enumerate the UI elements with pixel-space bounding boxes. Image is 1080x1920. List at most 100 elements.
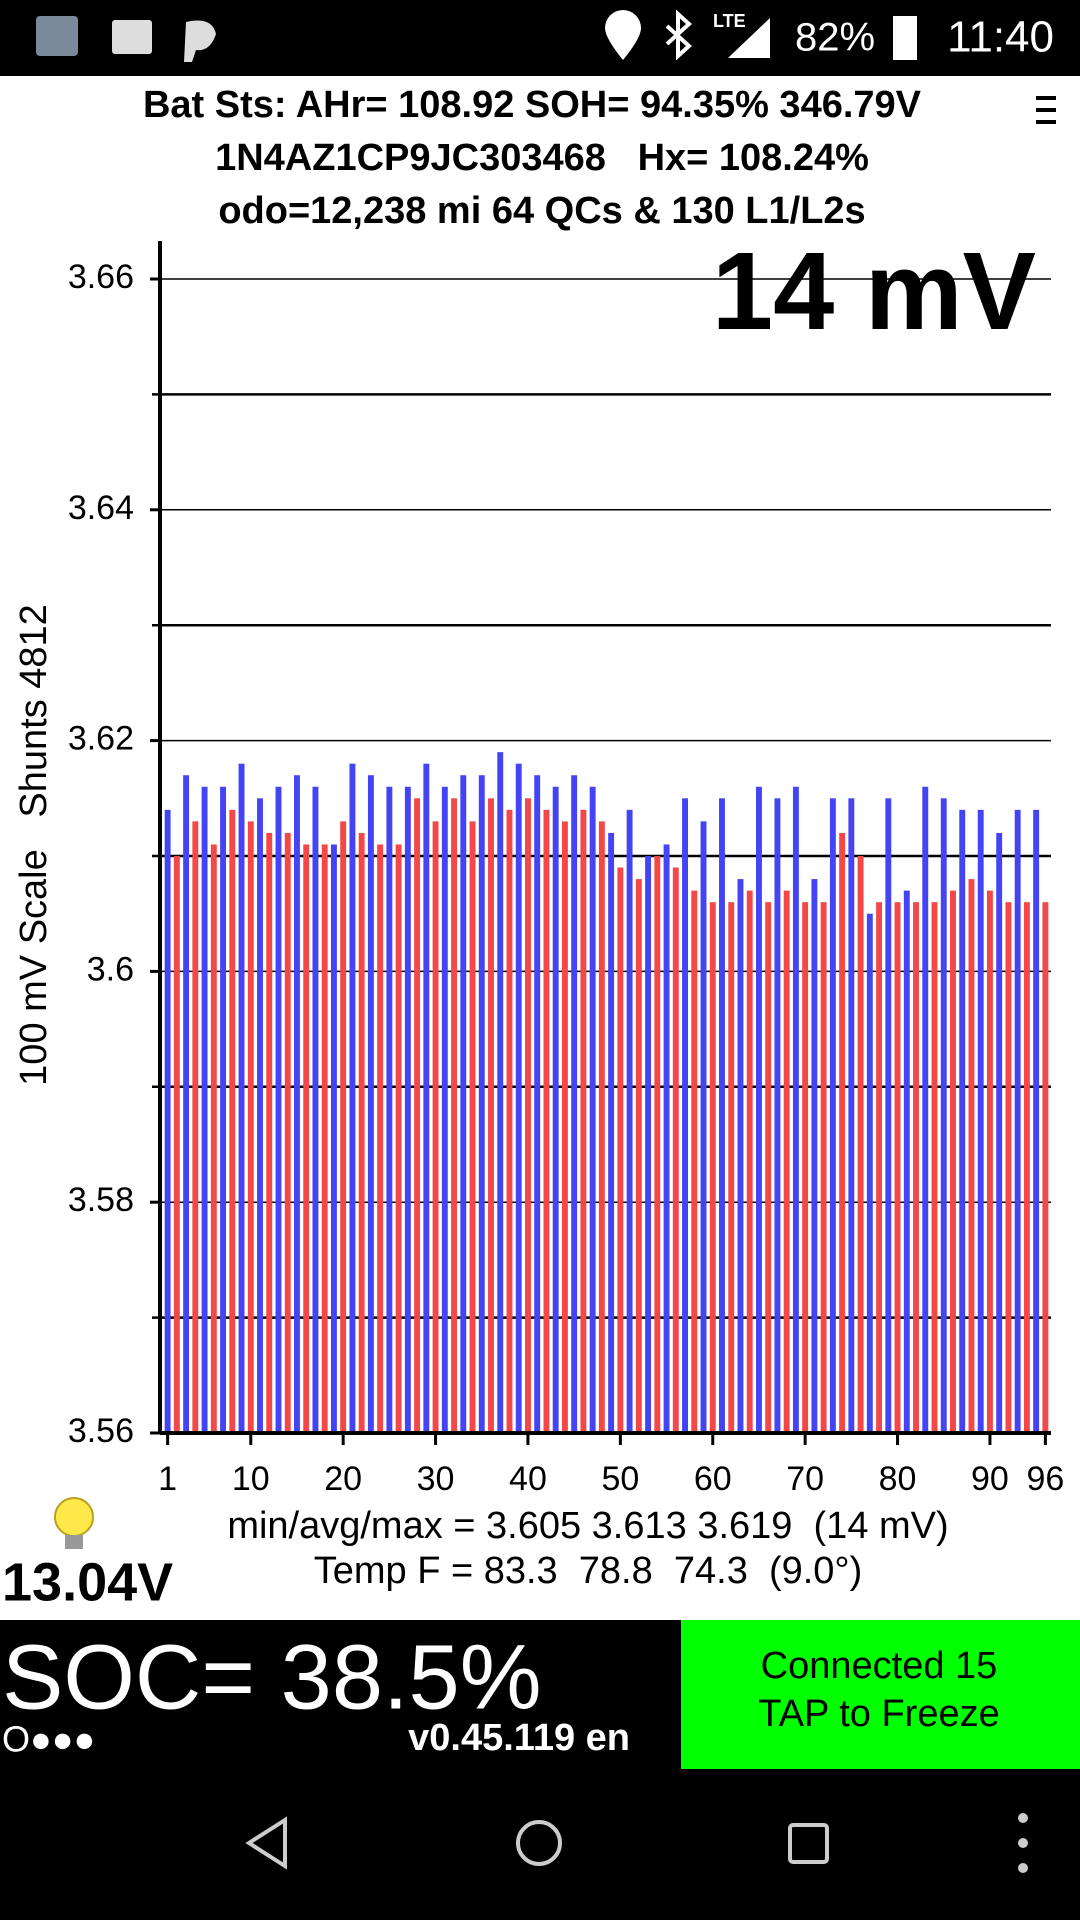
bar <box>1005 902 1012 1433</box>
bar <box>811 879 818 1433</box>
bar <box>441 786 448 1433</box>
bar <box>765 902 772 1433</box>
freeze-button[interactable]: Connected 15 TAP to Freeze <box>681 1620 1080 1769</box>
notification-icon <box>184 20 216 62</box>
bar <box>552 786 559 1433</box>
nav-back[interactable] <box>245 1816 287 1870</box>
button-text[interactable]: TAP to Freeze <box>758 1693 999 1735</box>
menu-bar[interactable] <box>1036 96 1056 100</box>
bar <box>183 775 190 1433</box>
bar <box>986 890 993 1433</box>
spread-annotation: 14 mV <box>712 230 1036 353</box>
nav-home[interactable] <box>516 1820 562 1866</box>
bar <box>303 844 310 1433</box>
x-tick-label: 90 <box>971 1460 1009 1498</box>
y-tick-label: 3.64 <box>68 489 134 527</box>
bar <box>220 786 227 1433</box>
bar <box>367 775 374 1433</box>
dot[interactable] <box>1018 1863 1028 1873</box>
clock: 11:40 <box>947 13 1054 62</box>
bar <box>173 856 180 1433</box>
bar <box>608 832 615 1433</box>
bar <box>377 844 384 1433</box>
bar <box>469 821 476 1433</box>
y-tick-label: 3.66 <box>68 258 134 296</box>
bar <box>746 890 753 1433</box>
bar <box>802 902 809 1433</box>
bar <box>386 786 393 1433</box>
dot[interactable] <box>1018 1838 1028 1848</box>
header-line: Bat Sts: AHr= 108.92 SOH= 94.35% 346.79V <box>143 84 922 126</box>
bar <box>543 809 550 1433</box>
bar <box>728 902 735 1433</box>
bar <box>589 786 596 1433</box>
nav-more[interactable] <box>1018 1813 1028 1873</box>
soc: SOC= 38.5% <box>2 1626 542 1728</box>
bluetooth-icon <box>665 9 692 61</box>
x-tick-label: 80 <box>879 1460 917 1498</box>
x-tick-label: 10 <box>232 1460 270 1498</box>
x-tick-label: 50 <box>601 1460 639 1498</box>
signal-icon <box>728 18 770 58</box>
x-tick-label: 1 <box>158 1460 177 1498</box>
chart: 3.56 3.58 3.6 3.62 3.64 3.66 1 10 20 30 40 50 60 70 80… <box>68 241 1064 1498</box>
bar <box>913 902 919 1433</box>
bar <box>755 786 762 1433</box>
bar <box>238 763 245 1433</box>
bar <box>1014 809 1021 1433</box>
menu-bar[interactable] <box>1036 120 1056 124</box>
header-line: 1N4AZ1CP9JC303468 Hx= 108.24% <box>215 137 869 179</box>
bar <box>885 798 892 1433</box>
bar <box>294 775 300 1433</box>
bar <box>663 844 670 1433</box>
bar <box>598 821 605 1433</box>
bar <box>414 798 421 1433</box>
bar <box>229 809 236 1433</box>
bar <box>903 890 910 1433</box>
bar <box>164 809 171 1433</box>
bar <box>266 832 273 1433</box>
x-tick-label: 96 <box>1026 1460 1064 1498</box>
bar <box>488 798 494 1433</box>
nav-recents[interactable] <box>788 1823 829 1864</box>
status-dots: O●●● <box>2 1719 95 1760</box>
x-tick-label: 30 <box>417 1460 455 1498</box>
bar <box>580 809 587 1433</box>
bar <box>922 786 929 1433</box>
bar <box>340 821 347 1433</box>
bar <box>404 786 411 1433</box>
menu-button[interactable] <box>1036 96 1056 124</box>
bar <box>774 798 781 1433</box>
x-tick-label: 20 <box>324 1460 362 1498</box>
x-tick-label: 70 <box>786 1460 824 1498</box>
dot[interactable] <box>1018 1813 1028 1823</box>
bar <box>192 821 199 1433</box>
bar <box>672 867 679 1433</box>
bar <box>700 821 707 1433</box>
app-icon <box>36 16 78 56</box>
menu-bar[interactable] <box>1036 108 1056 112</box>
y-tick-label: 3.56 <box>68 1412 134 1450</box>
bulb-icon <box>54 1497 94 1549</box>
bar <box>497 752 504 1433</box>
x-tick-label: 60 <box>694 1460 732 1498</box>
bar <box>996 832 1003 1433</box>
bar <box>432 821 439 1433</box>
button-text[interactable]: Connected 15 <box>761 1645 998 1687</box>
bar <box>395 844 402 1433</box>
bar <box>201 786 208 1433</box>
freeze-button-bg[interactable] <box>681 1620 1080 1769</box>
network-type: LTE <box>713 11 746 31</box>
bulb-base <box>65 1535 83 1549</box>
cell-stats: min/avg/max = 3.605 3.613 3.619 (14 mV) <box>227 1505 948 1547</box>
bar <box>950 890 956 1433</box>
battery-percent: 82% <box>795 16 875 60</box>
bar <box>931 902 938 1433</box>
bar <box>1033 809 1040 1433</box>
bar <box>275 786 282 1433</box>
bar <box>940 798 947 1433</box>
bar <box>349 763 356 1433</box>
